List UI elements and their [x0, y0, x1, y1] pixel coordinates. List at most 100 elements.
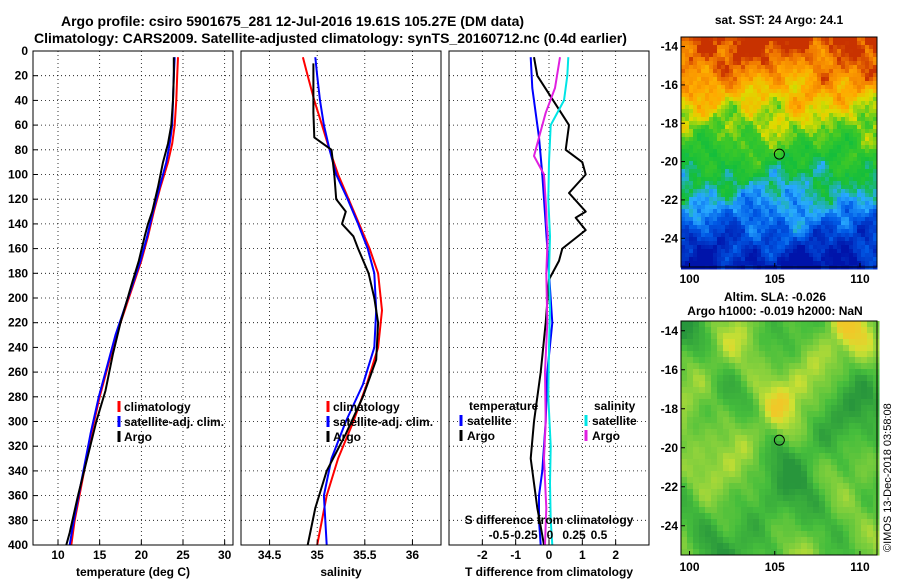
map-cell: [741, 327, 748, 334]
map-cell: [705, 501, 712, 508]
map-cell: [821, 213, 826, 218]
map-cell: [733, 97, 738, 102]
map-cell: [777, 189, 782, 194]
map-cell: [813, 489, 820, 496]
panel-difference: -2 -1 0 1 2T difference from climatology: [448, 50, 650, 579]
map-cell: [797, 261, 802, 266]
map-cell: [777, 423, 784, 430]
map-cell: [797, 57, 802, 62]
map-cell: [853, 157, 858, 162]
map-cell: [861, 81, 866, 86]
map-cell: [817, 261, 822, 266]
map-cell: [813, 177, 818, 182]
map-cell: [805, 153, 810, 158]
map-cell: [753, 221, 758, 226]
map-cell: [697, 189, 702, 194]
map-cell: [777, 37, 782, 42]
map-cell: [745, 185, 750, 190]
map-cell: [825, 205, 830, 210]
map-cell: [737, 93, 742, 98]
map-cell: [837, 417, 844, 424]
map-cell: [813, 225, 818, 230]
map-cell: [693, 465, 700, 472]
map-cell: [825, 507, 832, 514]
map-cell: [869, 185, 874, 190]
map-cell: [737, 173, 742, 178]
map-cell: [735, 345, 742, 352]
map-cell: [769, 173, 774, 178]
map-cell: [833, 241, 838, 246]
map-cell: [861, 45, 866, 50]
map-cell: [819, 549, 826, 556]
map-cell: [801, 253, 806, 258]
map-cell: [753, 257, 758, 262]
map-cell: [693, 405, 700, 412]
map-cell: [825, 339, 832, 346]
map-cell: [853, 193, 858, 198]
map-cell: [849, 327, 856, 334]
map-cell: [797, 93, 802, 98]
map-cell: [735, 339, 742, 346]
map-cell: [681, 41, 686, 46]
map-cell: [821, 157, 826, 162]
map-cell: [793, 61, 798, 66]
map-cell: [741, 161, 746, 166]
map-cell: [821, 61, 826, 66]
map-cell: [745, 65, 750, 70]
map-cell: [761, 53, 766, 58]
map-cell: [817, 245, 822, 250]
map-cell: [705, 257, 710, 262]
map-cell: [689, 257, 694, 262]
map-cell: [855, 447, 862, 454]
map-cell: [793, 69, 798, 74]
map-cell: [801, 453, 808, 460]
map-cell: [749, 113, 754, 118]
map-cell: [873, 459, 880, 466]
map-cell: [821, 109, 826, 114]
map-cell: [825, 137, 830, 142]
map-cell: [769, 257, 774, 262]
map-cell: [729, 375, 736, 382]
map-cell: [771, 465, 778, 472]
map-cell: [765, 333, 772, 340]
map-cell: [777, 117, 782, 122]
map-cell: [837, 321, 844, 328]
map-cell: [829, 165, 834, 170]
map-cell: [793, 161, 798, 166]
map-cell: [757, 109, 762, 114]
map-cell: [861, 137, 866, 142]
map-cell: [781, 237, 786, 242]
map-cell: [825, 105, 830, 110]
map-cell: [757, 149, 762, 154]
map-cell: [785, 193, 790, 198]
map-cell: [725, 109, 730, 114]
map-cell: [867, 447, 874, 454]
map-cell: [773, 93, 778, 98]
map-cell: [861, 185, 866, 190]
map-cell: [785, 181, 790, 186]
map-cell: [801, 405, 808, 412]
map-cell: [855, 345, 862, 352]
map-cell: [717, 121, 722, 126]
map-cell: [873, 381, 880, 388]
map-cell: [789, 65, 794, 70]
map-cell: [781, 101, 786, 106]
map-cell: [713, 225, 718, 230]
map-cell: [837, 375, 844, 382]
map-cell: [849, 339, 856, 346]
map-cell: [821, 69, 826, 74]
map-cell: [795, 381, 802, 388]
map-cell: [713, 205, 718, 210]
map-cell: [821, 245, 826, 250]
map-cell: [777, 253, 782, 258]
map-x-tick-label: 100: [680, 560, 700, 574]
map-cell: [729, 125, 734, 130]
map-cell: [809, 213, 814, 218]
map-cell: [705, 495, 712, 502]
map-cell: [785, 221, 790, 226]
map-cell: [785, 133, 790, 138]
map-cell: [693, 133, 698, 138]
map-cell: [729, 257, 734, 262]
map-cell: [693, 411, 700, 418]
map-cell: [699, 441, 706, 448]
